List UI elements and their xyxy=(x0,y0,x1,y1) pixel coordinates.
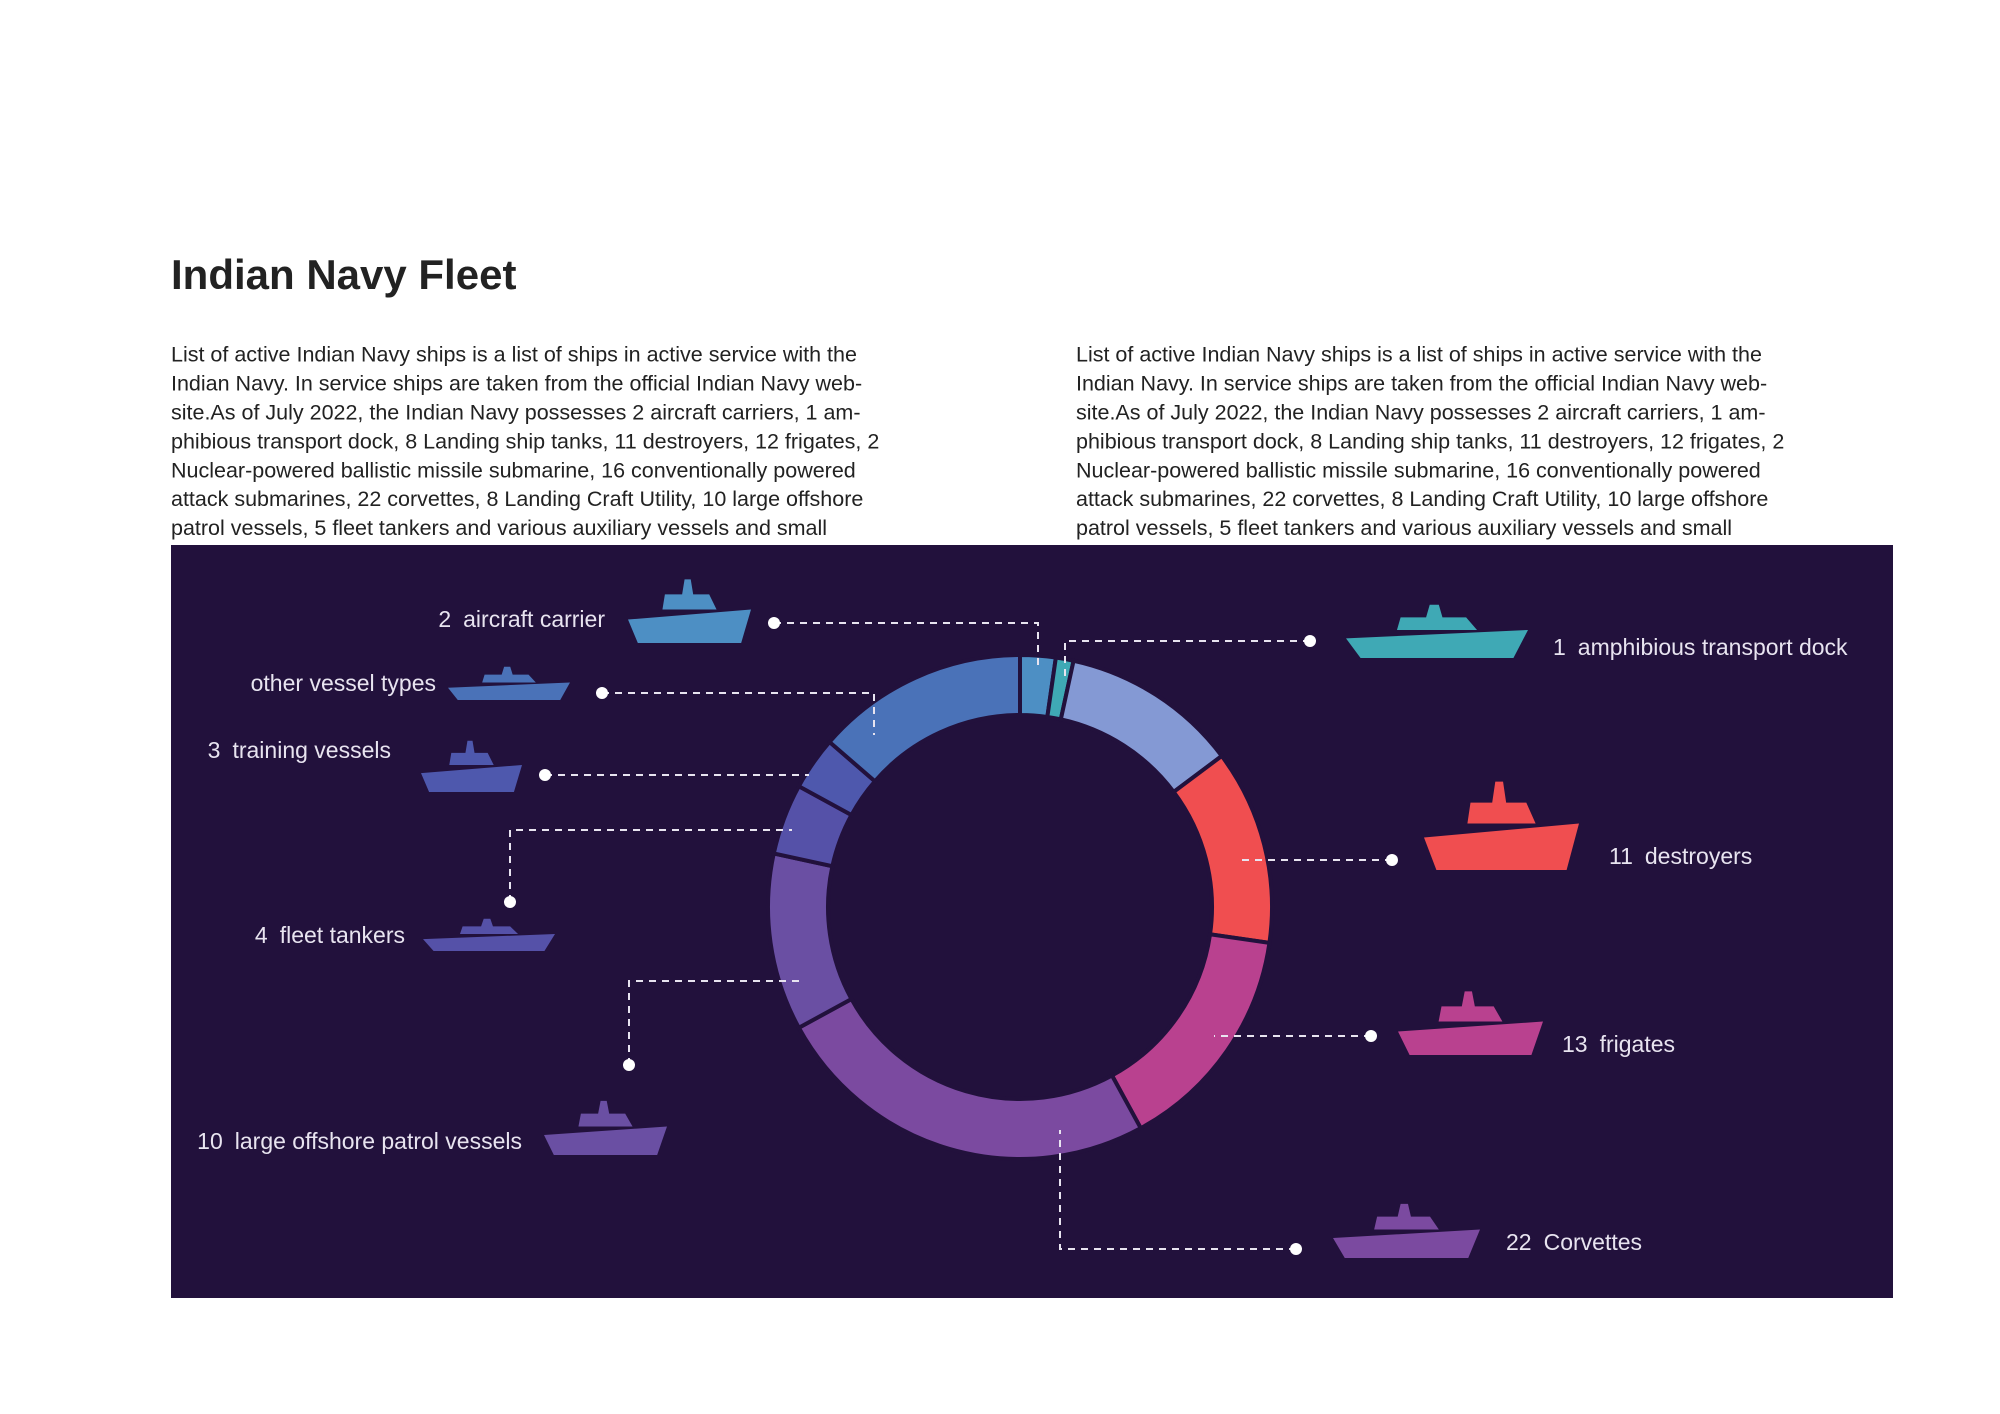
paragraph-line: site.As of July 2022, the Indian Navy po… xyxy=(1076,400,1766,424)
leader-dot xyxy=(768,617,780,629)
segment-label: 4 fleet tankers xyxy=(255,922,405,948)
ship-icon xyxy=(1346,604,1528,658)
leader-line xyxy=(602,692,875,735)
paragraph-line: Nuclear-powered ballistic missile submar… xyxy=(1076,458,1761,482)
ship-icon xyxy=(448,666,570,700)
leader-line xyxy=(628,980,800,1065)
paragraph-line: Nuclear-powered ballistic missile submar… xyxy=(171,458,856,482)
donut-chart: 2 aircraft carrier 1 amphibious transport d… xyxy=(197,579,1848,1258)
segment-label: 11 destroyers xyxy=(1609,843,1752,869)
paragraph-line: attack submarines, 22 corvettes, 8 Landi… xyxy=(171,487,863,511)
segment-label: 1 amphibious transport dock xyxy=(1553,634,1848,660)
leader-dot xyxy=(1365,1030,1377,1042)
segment-label: 22 Corvettes xyxy=(1506,1229,1642,1255)
ship-icon xyxy=(1398,991,1543,1055)
segment-label: 2 aircraft carrier xyxy=(438,606,605,632)
paragraph-line: site.As of July 2022, the Indian Navy po… xyxy=(171,400,861,424)
paragraph-line: patrol vessels, 5 fleet tankers and vari… xyxy=(171,516,827,540)
ship-icon xyxy=(628,579,751,643)
segment-count: 11 xyxy=(1609,843,1633,869)
leader-dot xyxy=(623,1059,635,1071)
paragraph-line: phibious transport dock, 8 Landing ship … xyxy=(1076,429,1784,453)
leader-line xyxy=(1064,640,1310,676)
segment-name: Corvettes xyxy=(1544,1229,1642,1255)
segment-count: 3 xyxy=(208,737,221,763)
leader-line xyxy=(1059,1130,1296,1250)
ship-icon xyxy=(1424,781,1579,870)
title: Indian Navy Fleet xyxy=(171,251,516,298)
paragraph-line: attack submarines, 22 corvettes, 8 Landi… xyxy=(1076,487,1768,511)
ship-icon xyxy=(421,740,522,792)
segment-count: 22 xyxy=(1506,1229,1532,1255)
segment-count: 10 xyxy=(197,1128,223,1154)
ship-icon xyxy=(544,1100,667,1155)
segment-name: other vessel types xyxy=(251,670,436,696)
segment-label: 3 training vessels xyxy=(208,737,391,763)
segment-count: 4 xyxy=(255,922,268,948)
leader-dot xyxy=(539,769,551,781)
ship-icon xyxy=(1333,1203,1480,1258)
segment-name: amphibious transport dock xyxy=(1578,634,1848,660)
segment-name: frigates xyxy=(1600,1031,1675,1057)
leader-dot xyxy=(504,896,516,908)
paragraph-line: Indian Navy. In service ships are taken … xyxy=(1076,372,1767,396)
segment-label: 13 frigates xyxy=(1562,1031,1675,1057)
segment-count: 1 xyxy=(1553,634,1566,660)
leader-dot xyxy=(1386,854,1398,866)
segment-label: other vessel types xyxy=(251,670,436,696)
paragraph-line: patrol vessels, 5 fleet tankers and vari… xyxy=(1076,516,1732,540)
paragraph-line: Indian Navy. In service ships are taken … xyxy=(171,372,862,396)
leader-dot xyxy=(596,687,608,699)
segment-name: training vessels xyxy=(232,737,391,763)
leader-dot xyxy=(1304,635,1316,647)
paragraphs: List of active Indian Navy ships is a li… xyxy=(171,343,1784,540)
ship-icon xyxy=(423,918,555,951)
segment-count: 13 xyxy=(1562,1031,1588,1057)
segment-name: large offshore patrol vessels xyxy=(235,1128,522,1154)
paragraph-line: List of active Indian Navy ships is a li… xyxy=(1076,343,1762,367)
segment-count: 2 xyxy=(438,606,451,632)
donut-segment xyxy=(826,652,1022,785)
leader-dot xyxy=(1290,1243,1302,1255)
leader-line xyxy=(509,829,792,902)
paragraph-line: List of active Indian Navy ships is a li… xyxy=(171,343,857,367)
paragraph-line: phibious transport dock, 8 Landing ship … xyxy=(171,429,879,453)
segment-label: 10 large offshore patrol vessels xyxy=(197,1128,522,1154)
segment-name: destroyers xyxy=(1645,843,1752,869)
leader-line xyxy=(774,622,1039,669)
segment-name: aircraft carrier xyxy=(463,606,605,632)
segment-name: fleet tankers xyxy=(280,922,405,948)
